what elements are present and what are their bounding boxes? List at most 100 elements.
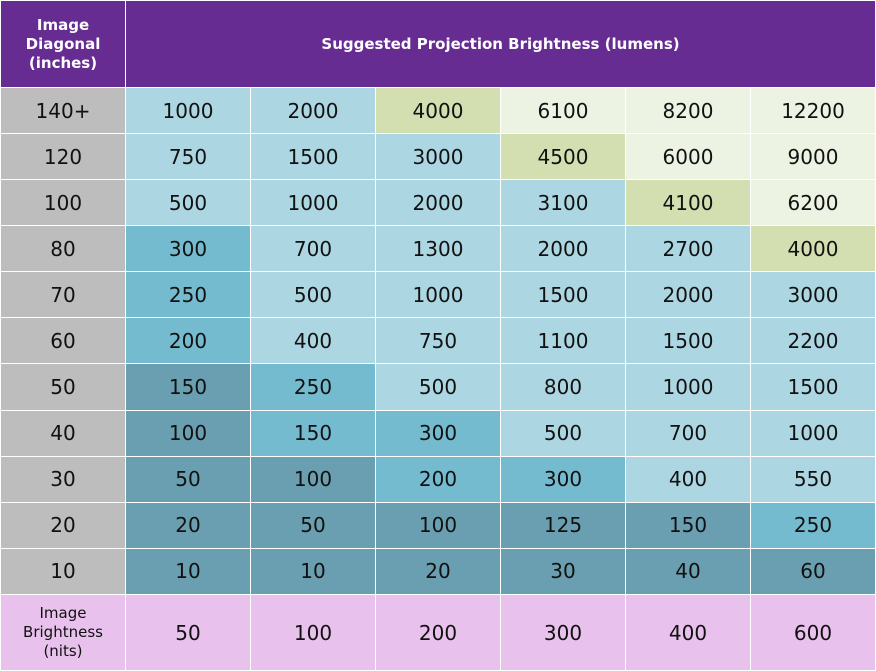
lumens-cell: 200 xyxy=(375,455,501,503)
lumens-cell: 200 xyxy=(125,317,251,365)
lumens-cell: 1000 xyxy=(125,86,251,135)
corner-line: Image xyxy=(36,15,90,34)
lumens-cell: 20 xyxy=(125,501,251,549)
lumens-cell: 500 xyxy=(250,271,376,319)
image-diagonal-header: Image Diagonal (inches) xyxy=(0,0,126,88)
table-row: 70 250 500 1000 1500 2000 3000 xyxy=(0,271,876,319)
table-row: 60 200 400 750 1100 1500 2200 xyxy=(0,317,876,365)
lumens-cell: 4000 xyxy=(375,86,501,135)
lumens-cell: 3000 xyxy=(375,133,501,181)
lumens-cell: 125 xyxy=(500,501,626,549)
footer-label-line: Brightness xyxy=(23,623,103,641)
table-row: 120 750 1500 3000 4500 6000 9000 xyxy=(0,133,876,181)
lumens-cell: 150 xyxy=(625,501,751,549)
lumens-cell: 700 xyxy=(250,225,376,273)
lumens-cell: 750 xyxy=(375,317,501,365)
lumens-cell: 750 xyxy=(125,133,251,181)
diagonal-label: 70 xyxy=(0,271,126,319)
lumens-cell: 500 xyxy=(125,179,251,227)
lumens-cell: 400 xyxy=(625,455,751,503)
lumens-cell: 10 xyxy=(125,547,251,596)
lumens-cell: 1500 xyxy=(750,363,876,411)
lumens-cell: 1500 xyxy=(250,133,376,181)
diagonal-label: 10 xyxy=(0,547,126,596)
lumens-cell: 400 xyxy=(250,317,376,365)
lumens-cell: 500 xyxy=(375,363,501,411)
lumens-cell: 1500 xyxy=(500,271,626,319)
lumens-cell: 8200 xyxy=(625,86,751,135)
lumens-cell: 4100 xyxy=(625,179,751,227)
lumens-cell: 1500 xyxy=(625,317,751,365)
footer-label-line: (nits) xyxy=(43,642,83,660)
lumens-cell: 30 xyxy=(500,547,626,596)
lumens-cell: 250 xyxy=(250,363,376,411)
nits-value: 100 xyxy=(250,594,376,671)
lumens-cell: 6200 xyxy=(750,179,876,227)
table-row: 50 150 250 500 800 1000 1500 xyxy=(0,363,876,411)
diagonal-label: 140+ xyxy=(0,86,126,135)
image-brightness-row: Image Brightness (nits) 50 100 200 300 4… xyxy=(0,594,876,671)
footer-label-line: Image xyxy=(39,604,87,622)
diagonal-label: 30 xyxy=(0,455,126,503)
lumens-cell: 1000 xyxy=(625,363,751,411)
lumens-cell: 100 xyxy=(375,501,501,549)
lumens-cell: 1300 xyxy=(375,225,501,273)
lumens-cell: 12200 xyxy=(750,86,876,135)
lumens-cell: 20 xyxy=(375,547,501,596)
table-row: 30 50 100 200 300 400 550 xyxy=(0,455,876,503)
lumens-cell: 4500 xyxy=(500,133,626,181)
diagonal-label: 50 xyxy=(0,363,126,411)
nits-value: 50 xyxy=(125,594,251,671)
lumens-cell: 10 xyxy=(250,547,376,596)
table-row: 80 300 700 1300 2000 2700 4000 xyxy=(0,225,876,273)
lumens-cell: 1000 xyxy=(750,409,876,457)
diagonal-label: 20 xyxy=(0,501,126,549)
diagonal-label: 80 xyxy=(0,225,126,273)
lumens-cell: 800 xyxy=(500,363,626,411)
corner-line: Diagonal xyxy=(25,34,101,53)
lumens-cell: 60 xyxy=(750,547,876,596)
lumens-cell: 50 xyxy=(125,455,251,503)
lumens-cell: 100 xyxy=(250,455,376,503)
lumens-cell: 1100 xyxy=(500,317,626,365)
lumens-cell: 2200 xyxy=(750,317,876,365)
lumens-cell: 50 xyxy=(250,501,376,549)
lumens-cell: 4000 xyxy=(750,225,876,273)
lumens-cell: 250 xyxy=(125,271,251,319)
lumens-cell: 2000 xyxy=(500,225,626,273)
lumens-cell: 300 xyxy=(375,409,501,457)
lumens-cell: 700 xyxy=(625,409,751,457)
lumens-cell: 1000 xyxy=(250,179,376,227)
lumens-cell: 2000 xyxy=(250,86,376,135)
table-row: 10 10 10 20 30 40 60 xyxy=(0,547,876,596)
lumens-cell: 2700 xyxy=(625,225,751,273)
table-title: Suggested Projection Brightness (lumens) xyxy=(125,0,876,88)
table-body: 140+ 1000 2000 4000 6100 8200 12200 120 750 1500 3… xyxy=(0,86,876,596)
nits-value: 200 xyxy=(375,594,501,671)
table-row: 100 500 1000 2000 3100 4100 6200 xyxy=(0,179,876,227)
table-row: 20 20 50 100 125 150 250 xyxy=(0,501,876,549)
lumens-cell: 550 xyxy=(750,455,876,503)
lumens-cell: 250 xyxy=(750,501,876,549)
diagonal-label: 40 xyxy=(0,409,126,457)
lumens-cell: 3000 xyxy=(750,271,876,319)
lumens-cell: 40 xyxy=(625,547,751,596)
table-row: 140+ 1000 2000 4000 6100 8200 12200 xyxy=(0,86,876,135)
table-row: 40 100 150 300 500 700 1000 xyxy=(0,409,876,457)
lumens-cell: 150 xyxy=(250,409,376,457)
lumens-cell: 150 xyxy=(125,363,251,411)
lumens-cell: 100 xyxy=(125,409,251,457)
lumens-cell: 1000 xyxy=(375,271,501,319)
nits-value: 300 xyxy=(500,594,626,671)
nits-value: 600 xyxy=(750,594,876,671)
lumens-cell: 300 xyxy=(500,455,626,503)
diagonal-label: 120 xyxy=(0,133,126,181)
nits-value: 400 xyxy=(625,594,751,671)
lumens-cell: 9000 xyxy=(750,133,876,181)
lumens-cell: 2000 xyxy=(625,271,751,319)
header-row: Image Diagonal (inches) Suggested Projec… xyxy=(0,0,876,88)
diagonal-label: 100 xyxy=(0,179,126,227)
image-brightness-label: Image Brightness (nits) xyxy=(0,594,126,671)
lumens-cell: 6000 xyxy=(625,133,751,181)
